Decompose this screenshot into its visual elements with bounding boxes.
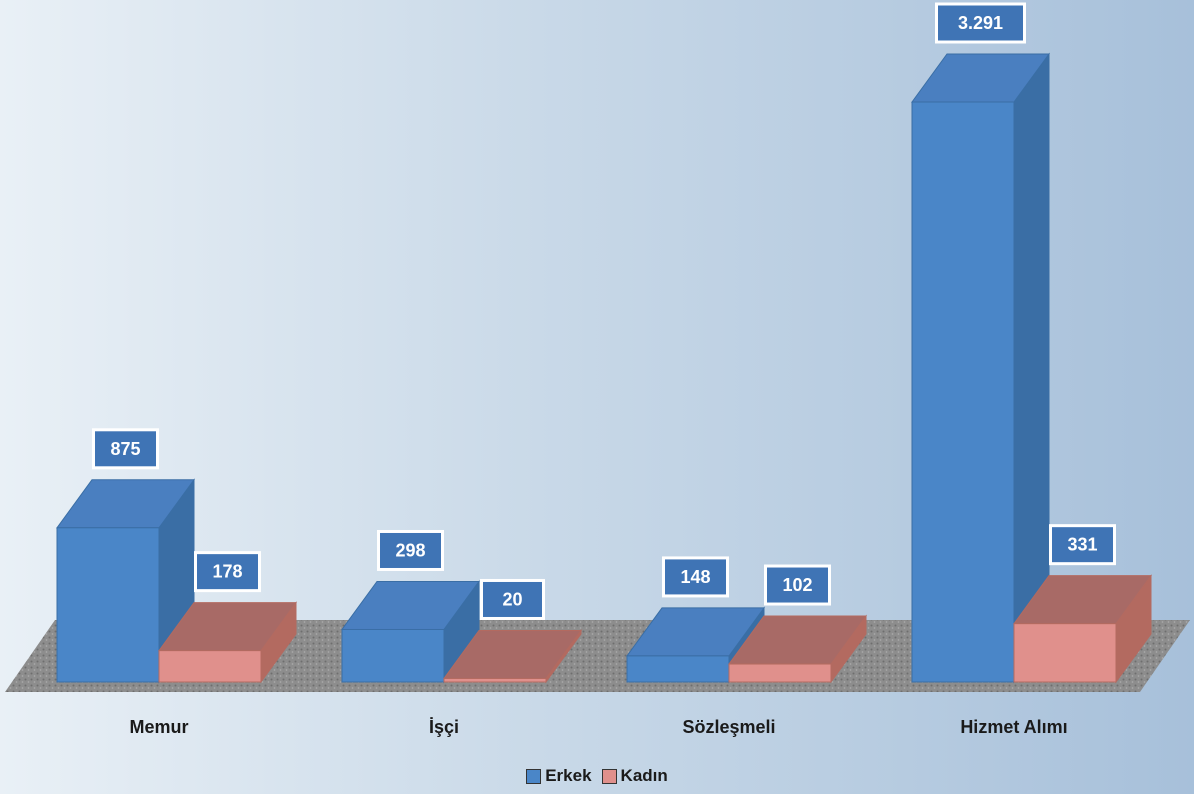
bar-front [1013,623,1117,683]
data-label-text: 331 [1067,535,1097,555]
legend-item-kadin: Kadın [601,766,668,786]
x-tick-label: İşçi [429,717,459,737]
legend-swatch-erkek [526,768,542,784]
bar-front [56,527,160,683]
data-label-kadn-2: 102 [764,564,831,606]
legend-swatch-kadin [601,768,617,784]
data-label-box [764,564,831,606]
data-label-kadn-1: 20 [480,578,545,620]
bar-kadn-2 [728,614,867,684]
data-label-text: 875 [110,439,140,459]
x-tick-label: Sözleşmeli [682,717,775,737]
data-label-text: 102 [782,575,812,595]
x-tick-label: Hizmet Alımı [960,717,1067,737]
legend: Erkek Kadın [0,766,1194,786]
data-label-box [480,578,545,620]
data-label-text: 20 [502,589,522,609]
data-label-box [92,428,159,470]
bar-front [158,650,262,683]
data-label-box [1049,524,1116,566]
data-label-box [662,556,729,598]
data-label-erkek-2: 148 [662,556,729,598]
data-label-text: 298 [395,540,425,560]
data-label-kadn-0: 178 [194,551,261,593]
data-label-erkek-3: 3.291 [935,2,1026,44]
data-label-kadn-3: 331 [1049,524,1116,566]
legend-label-erkek: Erkek [545,766,592,785]
chart-floor [5,620,1190,692]
bar-front [341,628,445,683]
bar-erkek-3 [911,52,1050,684]
data-label-text: 148 [680,567,710,587]
data-label-erkek-0: 875 [92,428,159,470]
bar-front [443,677,547,683]
data-label-box [377,529,444,571]
x-tick-label: Memur [129,717,188,737]
bar-front [626,655,730,683]
bar-kadn-0 [158,601,297,684]
bar-front [728,663,832,683]
bar-kadn-1 [443,628,582,684]
data-label-text: 178 [212,562,242,582]
data-label-box [935,2,1026,44]
legend-item-erkek: Erkek [526,766,592,786]
data-label-text: 3.291 [958,13,1003,33]
data-label-erkek-1: 298 [377,529,444,571]
bar-kadn-3 [1013,574,1152,684]
legend-label-kadin: Kadın [620,766,668,785]
bar-front [911,101,1015,683]
data-label-box [194,551,261,593]
